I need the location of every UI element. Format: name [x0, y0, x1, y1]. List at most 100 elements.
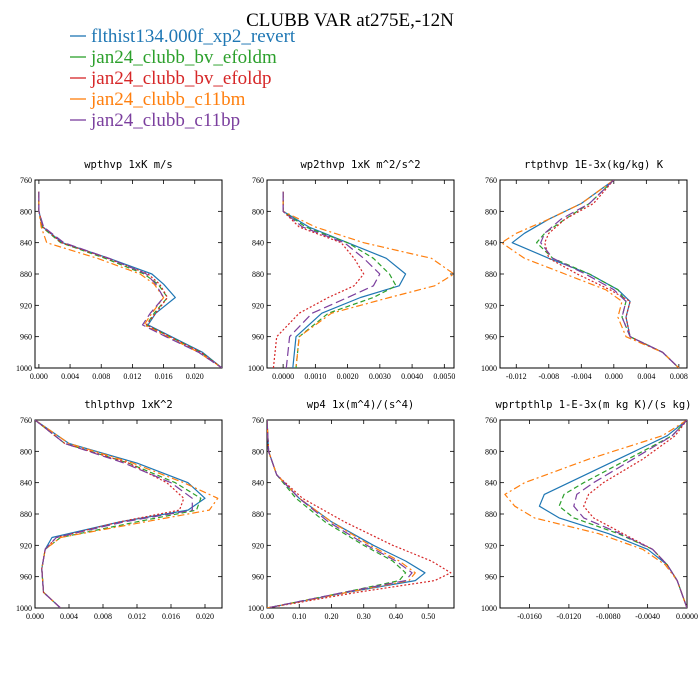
plot-frame [266, 419, 455, 609]
y-tick-label: 800 [20, 447, 32, 456]
y-tick-label: 880 [20, 270, 32, 279]
plot-frame [266, 179, 455, 369]
x-tick-label: 0.30 [357, 612, 371, 621]
y-tick-label: 760 [252, 176, 264, 185]
series-line [282, 191, 397, 368]
y-tick-label: 1000 [16, 364, 32, 373]
panel-4: thlpthvp 1xK^276080084088092096010000.00… [16, 399, 223, 621]
series-line [38, 191, 222, 368]
series-line [504, 420, 687, 608]
x-tick-label: 0.0010 [304, 372, 326, 381]
series-line [540, 180, 680, 368]
plot-frame [34, 419, 223, 609]
y-tick-label: 960 [485, 333, 497, 342]
x-tick-label: 0.008 [670, 372, 688, 381]
x-tick-label: 0.000 [30, 372, 48, 381]
series-line [511, 180, 680, 368]
series-line [35, 420, 185, 608]
y-tick-label: 800 [252, 207, 264, 216]
panels: wpthvp 1xK m/s76080084088092096010000.00… [16, 159, 698, 621]
x-tick-label: -0.0160 [517, 612, 542, 621]
legend: flthist134.000f_xp2_revert jan24_clubb_bv… [70, 26, 296, 131]
y-tick-label: 1000 [248, 364, 264, 373]
x-tick-label: 0.020 [196, 612, 214, 621]
series-line [267, 420, 407, 608]
x-tick-label: -0.008 [538, 372, 559, 381]
y-tick-label: 1000 [16, 604, 32, 613]
y-tick-label: 920 [20, 541, 32, 550]
series-line [583, 420, 687, 608]
x-tick-label: 0.0020 [337, 372, 359, 381]
y-tick-label: 1000 [248, 604, 264, 613]
panel-title: rtpthvp 1E-3x(kg/kg) K [524, 159, 664, 171]
series-line [535, 180, 680, 368]
x-tick-label: 0.012 [128, 612, 146, 621]
x-tick-label: -0.0120 [557, 612, 582, 621]
y-tick-label: 760 [485, 416, 497, 425]
x-tick-label: 0.016 [162, 612, 180, 621]
legend-entry: flthist134.000f_xp2_revert [91, 26, 296, 47]
panel-title: wpthvp 1xK m/s [84, 159, 173, 171]
x-tick-label: -0.004 [571, 372, 592, 381]
y-tick-label: 800 [20, 207, 32, 216]
y-tick-label: 960 [252, 333, 264, 342]
series-line [38, 191, 222, 368]
series-line [38, 191, 222, 368]
x-tick-label: 0.0040 [401, 372, 423, 381]
x-tick-label: 0.20 [324, 612, 338, 621]
y-tick-label: 960 [252, 573, 264, 582]
y-tick-label: 760 [485, 176, 497, 185]
y-tick-label: 880 [485, 510, 497, 519]
panel-title: thlpthvp 1xK^2 [84, 399, 173, 411]
x-tick-label: 0.0050 [433, 372, 455, 381]
plot-frame [34, 179, 223, 369]
panel-5: wp4 1x(m^4)/(s^4)76080084088092096010000… [248, 399, 455, 621]
x-tick-label: 0.40 [389, 612, 403, 621]
x-tick-label: -0.012 [506, 372, 527, 381]
series-line [38, 191, 222, 368]
series-line [501, 180, 680, 368]
series-line [573, 420, 687, 608]
panel-title: wp4 1x(m^4)/(s^4) [307, 399, 414, 411]
panel-title: wp2thvp 1xK m^2/s^2 [300, 159, 420, 171]
x-tick-label: 0.0000 [676, 612, 698, 621]
y-tick-label: 800 [485, 207, 497, 216]
panel-title: wprtpthlp 1-E-3x(m kg K)/(s kg) [496, 399, 692, 411]
x-tick-label: 0.004 [637, 372, 655, 381]
y-tick-label: 960 [20, 573, 32, 582]
x-tick-label: 0.004 [60, 612, 78, 621]
y-tick-label: 1000 [481, 604, 497, 613]
y-tick-label: 760 [252, 416, 264, 425]
series-line [538, 420, 687, 608]
series-line [267, 420, 452, 608]
y-tick-label: 880 [20, 510, 32, 519]
series-line [38, 191, 222, 368]
x-tick-label: 0.004 [61, 372, 79, 381]
x-tick-label: 0.00 [260, 612, 274, 621]
y-tick-label: 840 [252, 479, 264, 488]
y-tick-label: 920 [20, 301, 32, 310]
y-tick-label: 840 [20, 479, 32, 488]
panel-2: wp2thvp 1xK m^2/s^2 760 800 840 880 920 960 100… [248, 159, 455, 381]
series-line [282, 191, 454, 368]
panel-1: wpthvp 1xK m/s76080084088092096010000.00… [16, 159, 223, 381]
y-tick-label: 800 [252, 447, 264, 456]
series-line [272, 191, 365, 368]
x-tick-label: 0.008 [94, 612, 112, 621]
panel-3: rtpthvp 1E-3x(kg/kg) K 760 800 840 880 920 960… [481, 159, 688, 381]
y-tick-label: 880 [252, 270, 264, 279]
legend-entry: jan24_clubb_c11bm [90, 89, 246, 110]
plot-frame [499, 179, 688, 369]
legend-entry: jan24_clubb_c11bp [90, 110, 240, 131]
series-line [35, 420, 219, 608]
y-tick-label: 960 [485, 573, 497, 582]
x-tick-label: 0.000 [605, 372, 623, 381]
y-tick-label: 760 [20, 176, 32, 185]
series-line [35, 420, 193, 608]
y-tick-label: 960 [20, 333, 32, 342]
x-tick-label: 0.0000 [272, 372, 294, 381]
legend-entry: jan24_clubb_bv_efoldp [90, 68, 271, 89]
y-tick-label: 800 [485, 447, 497, 456]
figure-title: CLUBB VAR at275E,-12N [246, 10, 454, 31]
